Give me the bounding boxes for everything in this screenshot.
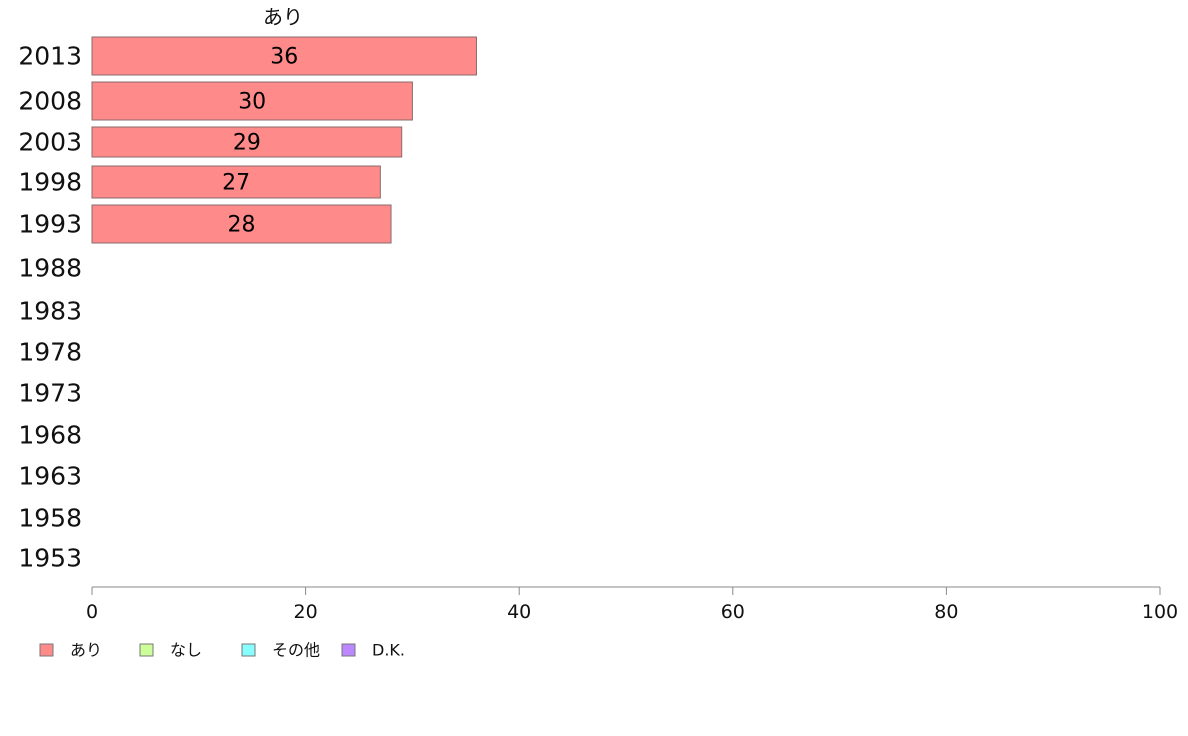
legend-swatch-2 xyxy=(241,643,256,657)
category-label-1953: 1953 xyxy=(18,544,82,573)
bar-value-label-2003: 29 xyxy=(233,131,261,156)
legend-label-0: あり xyxy=(70,641,102,660)
legend-label-2: その他 xyxy=(272,641,320,660)
category-label-2003: 2003 xyxy=(18,128,82,157)
bar-2013 xyxy=(91,36,477,76)
category-label-1963: 1963 xyxy=(18,462,82,491)
legend-label-3: D.K. xyxy=(372,641,405,660)
x-tick-label-20: 20 xyxy=(294,601,318,623)
bar-value-label-1993: 28 xyxy=(228,213,256,238)
x-tick-label-80: 80 xyxy=(934,601,958,623)
legend-swatch-0 xyxy=(39,643,54,657)
x-tick-label-60: 60 xyxy=(721,601,745,623)
category-label-2013: 2013 xyxy=(18,42,82,71)
bar-value-label-2013: 36 xyxy=(270,45,298,70)
bar-value-label-2008: 30 xyxy=(238,90,266,115)
legend-label-1: なし xyxy=(170,641,202,660)
category-label-1978: 1978 xyxy=(18,338,82,367)
bar-2008 xyxy=(91,81,413,121)
series-header-layer: あり xyxy=(263,5,303,29)
legend: あり なし その他 D.K. xyxy=(39,641,405,660)
category-label-1993: 1993 xyxy=(18,210,82,239)
category-label-1968: 1968 xyxy=(18,421,82,450)
category-label-1988: 1988 xyxy=(18,254,82,283)
bar-value-label-1998: 27 xyxy=(222,171,250,196)
category-label-2008: 2008 xyxy=(18,87,82,116)
legend-item-3: D.K. xyxy=(341,641,405,660)
category-label-1983: 1983 xyxy=(18,297,82,326)
x-tick-label-40: 40 xyxy=(507,601,531,623)
series-header-label: あり xyxy=(263,5,303,29)
legend-swatch-1 xyxy=(139,643,154,657)
legend-item-2: その他 xyxy=(241,641,320,660)
bar-2003 xyxy=(91,126,403,158)
bar-1998 xyxy=(91,165,381,199)
x-axis: 0 20 40 60 80 100 xyxy=(86,586,1178,623)
year-labels-layer: 2013 2008 2003 1998 1993 1988 1983 1978 1973 1968… xyxy=(18,42,82,573)
legend-swatch-3 xyxy=(341,643,356,657)
x-tick-label-100: 100 xyxy=(1142,601,1178,623)
legend-item-1: なし xyxy=(139,641,202,660)
category-label-1958: 1958 xyxy=(18,504,82,533)
legend-item-0: あり xyxy=(39,641,102,660)
category-label-1998: 1998 xyxy=(18,168,82,197)
x-tick-label-0: 0 xyxy=(86,601,98,623)
bar-1993 xyxy=(91,204,392,244)
category-label-1973: 1973 xyxy=(18,379,82,408)
